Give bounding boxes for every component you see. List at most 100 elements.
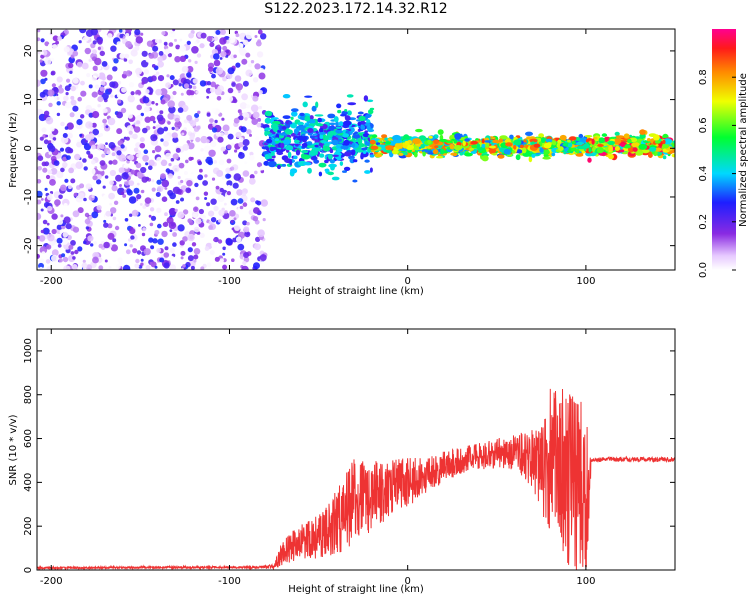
spectrogram-cell [361,147,367,151]
spectrogram-cell [309,135,315,139]
spectrogram-cell [68,167,74,174]
spectrogram-cell [74,249,79,255]
spectrogram-cell [247,63,253,68]
spectrogram-cell [37,190,43,198]
spectrogram-cell [76,141,82,148]
spectrogram-cell [123,163,130,169]
spectrogram-cell [249,174,255,180]
spectrogram-cell [204,197,208,200]
spectrogram-cell [427,139,432,145]
spectrogram-cell [172,242,177,247]
spectrogram-cell [183,127,187,131]
spectrogram-cell [206,202,211,207]
x-tick-label: 0 [404,276,410,287]
spectrogram-cell [436,155,444,159]
spectrogram-cell [61,253,66,258]
spectrogram-cell [39,246,48,254]
spectrogram-cell [671,142,675,148]
spectrogram-cell [318,171,323,177]
spectrogram-cell [112,238,117,243]
spectrogram-cell [145,162,149,166]
spectrogram-region-3 [581,129,675,163]
spectrogram-cell [123,70,127,75]
spectrogram-cell [211,108,216,113]
spectrogram-cell [255,136,260,141]
spectrogram-cell [245,104,251,109]
spectrogram-cell [340,113,347,117]
spectrogram-cell [130,235,135,240]
spectrogram-cell [197,174,204,181]
spectrogram-cell [135,162,142,169]
spectrogram-cell [234,224,241,231]
spectrogram-cell [250,60,255,64]
spectrogram-cell [37,37,41,42]
spectrogram-cell [151,101,155,105]
spectrogram-cell [213,238,216,242]
spectrogram-cell [37,166,42,171]
spectrogram-cell [92,256,99,264]
spectrogram-cell [236,189,243,196]
spectrogram-cell [160,159,168,167]
spectrogram-cell [252,95,259,102]
spectrogram-cell [157,56,163,63]
spectrogram-cell [608,154,614,160]
spectrogram-cell [194,117,199,123]
spectrogram-cell [281,125,287,130]
spectrogram-cell [226,95,234,103]
spectrogram-cell [119,184,122,187]
spectrogram-cell [267,160,277,168]
spectrogram-cell [488,145,496,149]
spectrogram-cell [541,149,550,155]
spectrogram-cell [241,112,250,120]
spectrogram-cell [163,41,168,46]
spectrogram-cell [125,249,131,255]
spectrogram-cell [279,125,284,131]
spectrogram-cell [462,140,466,147]
spectrogram-cell [295,143,299,147]
spectrogram-cell [152,126,156,130]
spectrogram-cell [167,100,175,108]
colorbar-tick-label: 0.6 [698,117,709,133]
spectrogram-cell [87,235,94,242]
spectrogram-cell [220,29,227,35]
spectrogram-cell [40,38,45,43]
spectrogram-cell [614,146,620,151]
spectrogram-cell [187,255,194,262]
spectrogram-cell [215,131,221,137]
spectrogram-cell [187,233,195,242]
spectrogram-cell [180,92,184,96]
spectrogram-cell [498,138,503,143]
spectrogram-cell [206,35,213,42]
spectrogram-cell [180,256,184,260]
spectrogram-cell [222,76,227,82]
spectrogram-cell [136,104,142,111]
spectrogram-cell [79,133,83,137]
spectrogram-cell [257,229,265,237]
spectrogram-cell [327,171,334,176]
spectrogram-cell [210,81,217,88]
spectrogram-cell [144,116,151,123]
spectrogram-cell [344,151,352,157]
snr-y-label: SNR (10 * v/v) [8,414,19,485]
spectrogram-cell [136,120,141,125]
spectrogram-cell [125,70,132,77]
spectrogram-cell [209,118,214,123]
spectrogram-cell [217,194,225,202]
spectrogram-cell [88,215,93,220]
spectrogram-cell [127,113,133,119]
spectrogram-cell [91,211,99,219]
spectrogram-cell [671,153,675,158]
spectrogram-cell [141,81,145,85]
spectrogram-cell [264,154,270,160]
spectrogram-cell [103,219,107,223]
spectrogram-cell [159,88,168,96]
spectrogram-cell [92,49,97,55]
spectrogram-cell [543,142,552,149]
spectrogram-cell [318,142,323,147]
spectrogram-cell [206,262,212,268]
spectrogram-cell [277,164,281,170]
spectrogram-cell [99,86,105,92]
spectrogram-cell [141,176,148,183]
spectrogram-marks [37,29,675,270]
spectrogram-cell [88,133,95,140]
